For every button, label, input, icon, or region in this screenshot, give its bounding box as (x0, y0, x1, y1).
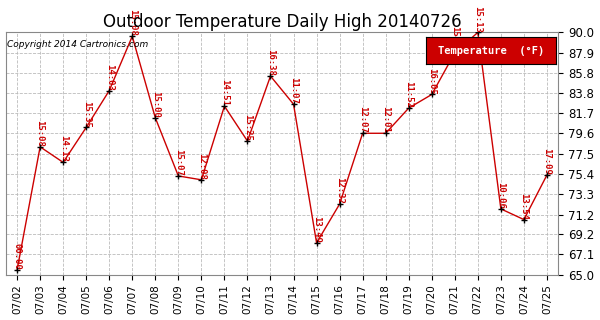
Text: 11:07: 11:07 (289, 77, 298, 104)
Title: Outdoor Temperature Daily High 20140726: Outdoor Temperature Daily High 20140726 (103, 13, 461, 31)
Text: 12:07: 12:07 (358, 107, 367, 133)
Text: 11:52: 11:52 (404, 81, 413, 108)
Text: 13:54: 13:54 (520, 193, 529, 220)
Text: 14:03: 14:03 (105, 64, 114, 91)
Text: 15:07: 15:07 (174, 149, 183, 176)
Text: 16:05: 16:05 (427, 68, 436, 94)
Text: 10:06: 10:06 (496, 182, 505, 209)
Text: 14:13: 14:13 (59, 135, 68, 162)
Text: 17:09: 17:09 (542, 148, 551, 175)
Text: 14:51: 14:51 (220, 79, 229, 106)
Text: Copyright 2014 Cartronics.com: Copyright 2014 Cartronics.com (7, 40, 148, 49)
Text: 15:00: 15:00 (151, 91, 160, 118)
Text: 12:32: 12:32 (335, 177, 344, 204)
Text: 15:13: 15:13 (473, 5, 482, 32)
Text: 15:25: 15:25 (243, 114, 252, 141)
Text: 15:35: 15:35 (82, 100, 91, 127)
Text: 00:00: 00:00 (13, 243, 22, 270)
Text: 15:15: 15:15 (451, 26, 460, 53)
Text: 16:38: 16:38 (266, 49, 275, 76)
Text: 13:49: 13:49 (312, 216, 321, 243)
Text: 15:08: 15:08 (35, 120, 44, 147)
Text: 12:01: 12:01 (381, 107, 390, 133)
Text: 12:08: 12:08 (197, 153, 206, 180)
Text: 15:08: 15:08 (128, 9, 137, 36)
